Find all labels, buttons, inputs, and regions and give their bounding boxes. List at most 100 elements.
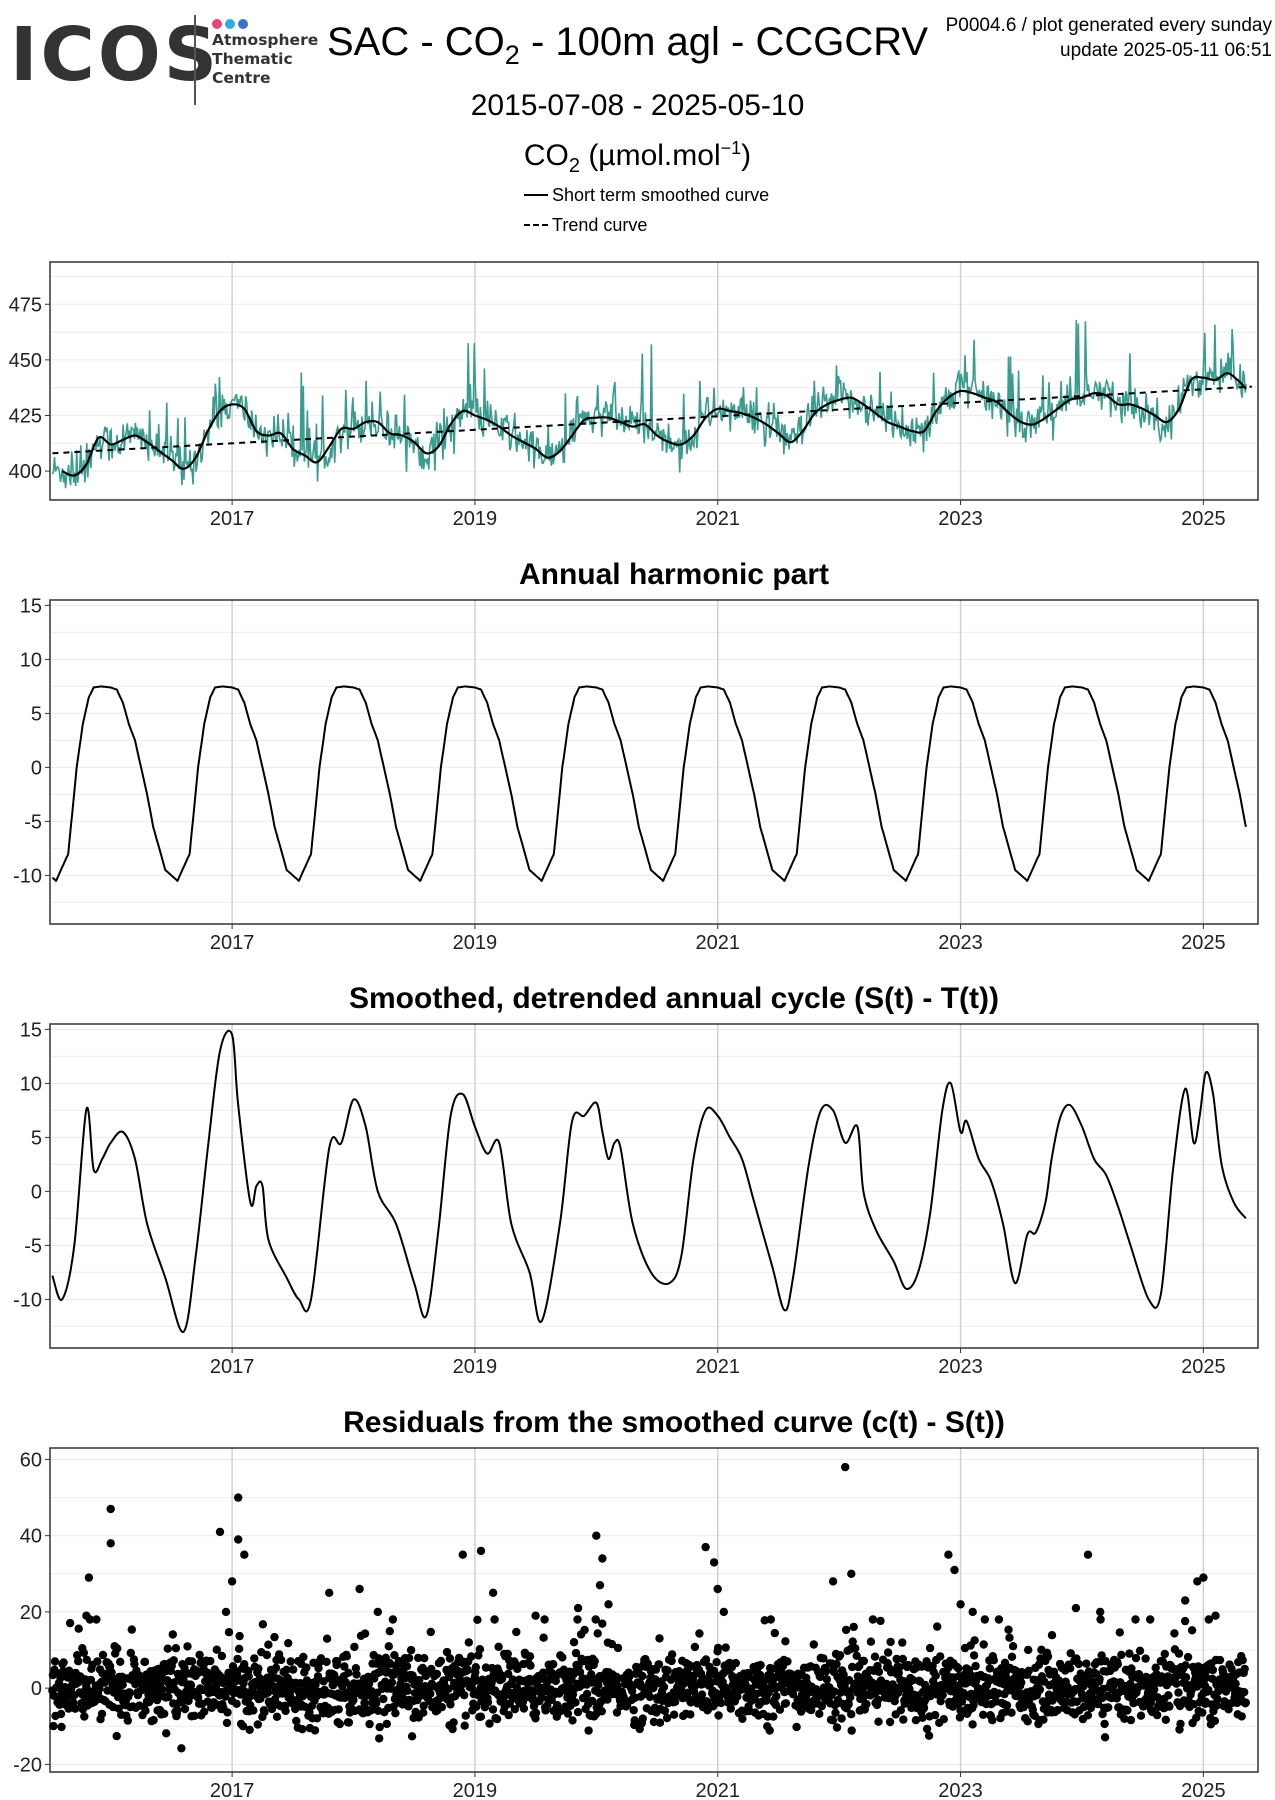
residual-point xyxy=(140,1657,150,1667)
residual-point xyxy=(1238,1656,1247,1665)
residual-point xyxy=(177,1744,186,1753)
residual-point xyxy=(212,1645,221,1654)
residual-point xyxy=(184,1696,193,1706)
residual-point xyxy=(442,1647,452,1657)
residual-point xyxy=(365,1719,374,1729)
trend-curve-line xyxy=(52,385,1252,455)
residual-point xyxy=(848,1637,857,1646)
residual-point xyxy=(593,1629,602,1638)
residual-point xyxy=(1210,1716,1220,1726)
y-tick-label: 15 xyxy=(20,595,42,617)
residual-point xyxy=(390,1651,399,1660)
residual-point xyxy=(968,1720,977,1729)
residual-point xyxy=(645,1692,655,1702)
residual-point xyxy=(472,1702,481,1711)
residual-outlier-point xyxy=(713,1584,722,1594)
residual-point xyxy=(994,1615,1004,1624)
residual-point xyxy=(839,1670,848,1679)
residual-point xyxy=(988,1716,997,1725)
residual-point xyxy=(866,1637,876,1646)
residual-outlier-point xyxy=(82,1611,91,1620)
residual-point xyxy=(344,1668,353,1678)
x-tick-label: 2021 xyxy=(695,932,740,954)
y-tick-label: 425 xyxy=(9,405,42,427)
residual-point xyxy=(969,1700,978,1710)
residual-point xyxy=(851,1644,860,1653)
residual-point xyxy=(1181,1673,1191,1682)
residual-point xyxy=(1240,1664,1249,1674)
residual-point xyxy=(931,1710,940,1720)
residual-point xyxy=(955,1713,965,1722)
residual-point xyxy=(282,1665,291,1675)
residual-outlier-point xyxy=(604,1600,613,1609)
residual-point xyxy=(112,1731,121,1741)
residual-point xyxy=(852,1651,861,1661)
residual-point xyxy=(232,1699,241,1709)
residual-outlier-point xyxy=(980,1615,989,1624)
x-tick-label: 2023 xyxy=(938,1356,983,1378)
residual-outlier-point xyxy=(1096,1607,1105,1617)
logo-line-1: Atmosphere xyxy=(212,31,319,49)
residual-point xyxy=(200,1707,209,1716)
residual-point xyxy=(224,1628,234,1637)
x-tick-label: 2019 xyxy=(453,508,498,530)
residual-point xyxy=(360,1629,370,1638)
residual-point xyxy=(573,1615,582,1624)
x-tick-label: 2017 xyxy=(210,1356,255,1378)
residual-point xyxy=(807,1705,816,1715)
update-line: update 2025-05-11 06:51 xyxy=(1060,40,1272,61)
residual-point xyxy=(1131,1615,1140,1624)
residual-point xyxy=(819,1654,828,1663)
residual-point xyxy=(1170,1629,1179,1638)
residual-point xyxy=(712,1658,721,1667)
residual-point xyxy=(444,1684,453,1694)
residual-outlier-point xyxy=(106,1504,115,1514)
residual-point xyxy=(1126,1715,1136,1725)
residual-point xyxy=(254,1664,263,1673)
residual-point xyxy=(931,1671,940,1680)
residual-point xyxy=(690,1642,700,1652)
residual-point xyxy=(1095,1674,1104,1684)
residual-point xyxy=(125,1688,134,1698)
residual-outlier-point xyxy=(355,1584,364,1594)
residual-point xyxy=(461,1711,470,1720)
residual-point xyxy=(876,1616,885,1626)
residual-point xyxy=(270,1632,279,1642)
residual-point xyxy=(123,1716,132,1725)
x-tick-label: 2025 xyxy=(1181,508,1226,530)
residual-point xyxy=(342,1652,351,1661)
residual-point xyxy=(415,1675,424,1685)
residual-point xyxy=(276,1655,286,1665)
residual-point xyxy=(475,1645,485,1654)
residual-point xyxy=(271,1663,281,1673)
residual-point xyxy=(859,1656,868,1666)
residual-point xyxy=(249,1706,258,1715)
y-tick-label: -5 xyxy=(24,1235,42,1257)
y-tick-label: -20 xyxy=(13,1754,42,1776)
residual-point xyxy=(966,1689,976,1699)
residual-point xyxy=(667,1656,676,1666)
residual-point xyxy=(1083,1711,1093,1720)
residual-point xyxy=(844,1699,853,1709)
residual-outlier-point xyxy=(106,1539,115,1548)
residual-point xyxy=(446,1700,455,1709)
residual-point xyxy=(970,1636,979,1645)
x-tick-label: 2023 xyxy=(938,508,983,530)
residual-point xyxy=(92,1615,101,1624)
residual-point xyxy=(375,1734,384,1743)
residual-point xyxy=(607,1639,617,1649)
legend-item-short-term: Short term smoothed curve xyxy=(524,180,769,210)
residual-point xyxy=(71,1704,80,1713)
legend-dashed-line-icon xyxy=(524,224,548,226)
x-tick-label: 2021 xyxy=(695,1356,740,1378)
residual-point xyxy=(333,1657,342,1666)
y-tick-label: 40 xyxy=(20,1526,42,1548)
residual-point xyxy=(1151,1663,1160,1672)
residual-point xyxy=(344,1718,354,1727)
x-tick-label: 2021 xyxy=(695,508,740,530)
residual-point xyxy=(445,1654,455,1663)
residual-outlier-point xyxy=(841,1462,850,1472)
residual-point xyxy=(883,1648,893,1657)
residual-point xyxy=(464,1638,473,1647)
x-tick-label: 2025 xyxy=(1181,1780,1226,1800)
